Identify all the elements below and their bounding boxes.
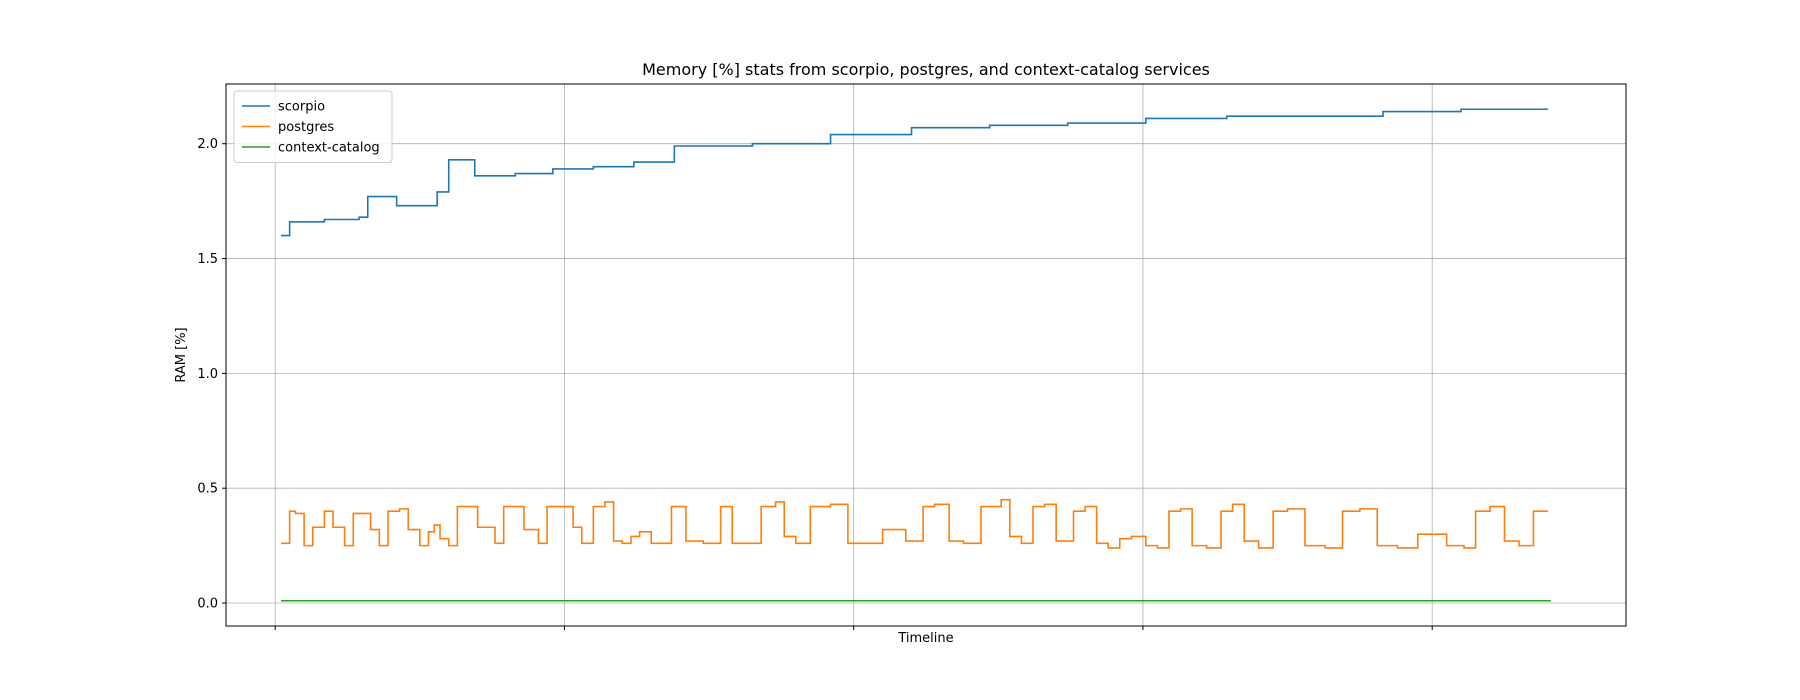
- plot-frame: [225, 83, 1627, 627]
- y-tick-label: 1.0: [197, 367, 218, 382]
- y-axis-ticks: 0.0 0.5 1.0 1.5 2.0: [197, 137, 226, 612]
- legend-label-scorpio: scorpio: [278, 100, 325, 115]
- series-layer: [280, 108, 1551, 602]
- series-line-postgres: [280, 498, 1548, 549]
- y-tick-label: 2.0: [197, 137, 218, 152]
- series-line-scorpio: [280, 108, 1548, 237]
- x-axis-label: Timeline: [897, 631, 953, 646]
- legend-label-postgres: postgres: [278, 120, 334, 135]
- chart-title: Memory [%] stats from scorpio, postgres,…: [642, 60, 1210, 79]
- grid: [226, 84, 1626, 626]
- y-tick-label: 1.5: [197, 252, 218, 267]
- x-axis-ticks: [274, 626, 1433, 630]
- legend: scorpio postgres context-catalog: [233, 90, 393, 163]
- y-axis-label: RAM [%]: [174, 327, 189, 382]
- legend-box: [233, 90, 393, 163]
- legend-label-context-catalog: context-catalog: [278, 141, 380, 156]
- y-tick-label: 0.0: [197, 597, 218, 612]
- y-tick-label: 0.5: [197, 482, 218, 497]
